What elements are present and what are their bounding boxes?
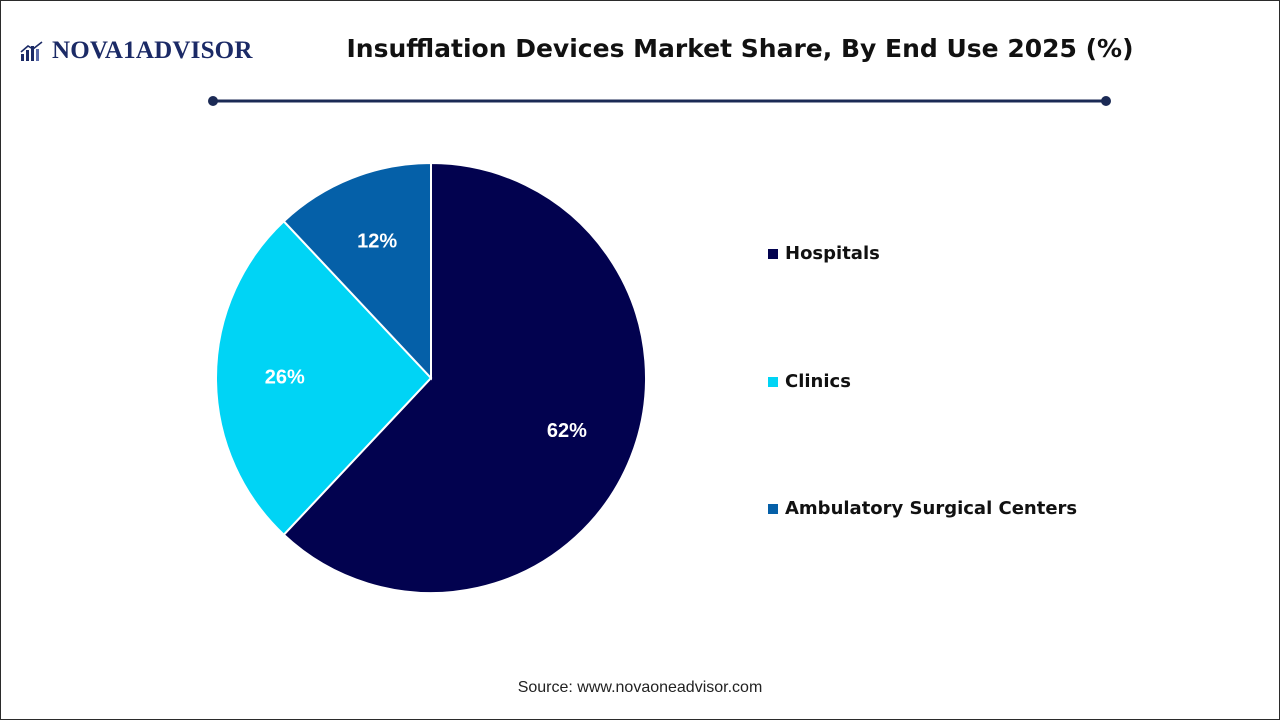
bar-chart-icon — [20, 41, 43, 61]
source-note: Source: www.novaoneadvisor.com — [517, 679, 763, 696]
data-label-ambulatory-surgical-centers: 12% — [357, 230, 397, 252]
chart-title: Insufflation Devices Market Share, By En… — [346, 34, 1134, 63]
data-label-hospitals: 62% — [547, 420, 587, 442]
logo: NOVA1ADVISOR — [20, 36, 253, 66]
pie-slice-clinics — [215, 219, 433, 537]
logo-text: NOVA1ADVISOR — [52, 37, 253, 64]
divider-dot-right — [1101, 96, 1111, 106]
legend-swatch-hospitals — [768, 248, 778, 259]
legend-swatch-ambulatory-surgical-centers — [768, 503, 778, 514]
data-label-clinics: 26% — [265, 366, 305, 388]
legend-item-hospitals: Hospitals — [768, 243, 880, 264]
divider-dot-left — [208, 96, 218, 106]
legend-label-hospitals: Hospitals — [785, 243, 880, 264]
pie-slice-ambulatory-surgical-centers — [282, 161, 432, 381]
legend-swatch-clinics — [768, 376, 778, 387]
legend-item-ambulatory-surgical-centers: Ambulatory Surgical Centers — [768, 498, 1077, 519]
legend-label-ambulatory-surgical-centers: Ambulatory Surgical Centers — [785, 498, 1078, 519]
legend-label-clinics: Clinics — [785, 371, 851, 392]
legend-item-clinics: Clinics — [768, 371, 851, 392]
pie-slice-hospitals — [282, 161, 647, 594]
